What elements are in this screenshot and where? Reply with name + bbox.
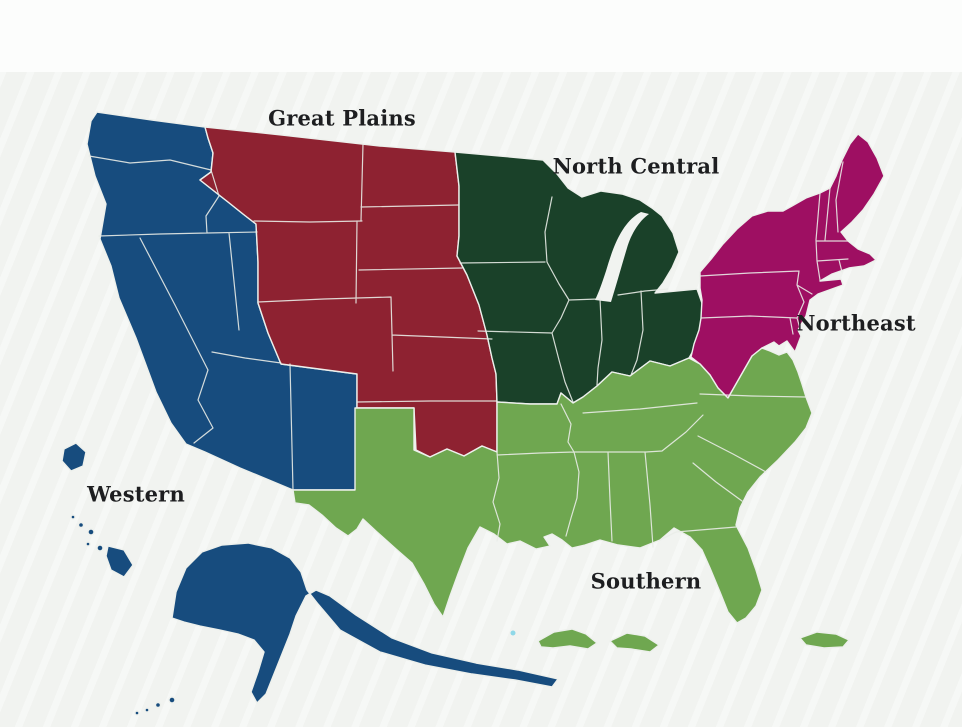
alaska-shape[interactable]: [171, 542, 559, 704]
hawaii-island[interactable]: [77, 521, 85, 529]
kauai-shape[interactable]: [61, 442, 87, 472]
southern-state-lines: [492, 393, 807, 548]
hawaii-island[interactable]: [87, 528, 95, 536]
southern-shape[interactable]: [292, 347, 813, 624]
great-plains-state-lines: [253, 143, 498, 403]
hawaii-island[interactable]: [96, 544, 104, 552]
western-state-lines: [88, 155, 294, 491]
region-label-north-central: North Central: [552, 153, 720, 179]
region-western[interactable]: [61, 111, 559, 716]
north-central-state-lines: [459, 196, 669, 403]
region-label-northeast: Northeast: [796, 310, 916, 336]
region-southern[interactable]: [292, 347, 850, 653]
map-top-margin: [0, 0, 962, 72]
aleutian-island[interactable]: [144, 707, 150, 713]
puerto-rico-shape[interactable]: [799, 631, 850, 649]
hawaii-island[interactable]: [85, 541, 91, 547]
region-label-western: Western: [87, 481, 185, 507]
caribbean-island-shape[interactable]: [537, 628, 598, 650]
caribbean-island-shape[interactable]: [609, 632, 660, 653]
aleutian-island[interactable]: [134, 710, 140, 716]
aleutian-island[interactable]: [168, 696, 176, 704]
hawaii-island[interactable]: [70, 514, 76, 520]
northeast-state-lines: [699, 161, 849, 335]
water-dot: [510, 630, 516, 636]
state-borders: [88, 143, 849, 548]
region-label-great-plains: Great Plains: [268, 105, 416, 131]
aleutian-island[interactable]: [154, 701, 162, 709]
hawaii-big-island-shape[interactable]: [105, 545, 134, 578]
lake-michigan: [595, 212, 649, 302]
region-label-southern: Southern: [590, 568, 702, 594]
